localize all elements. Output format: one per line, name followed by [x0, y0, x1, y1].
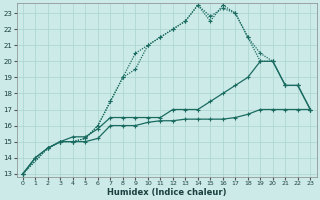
X-axis label: Humidex (Indice chaleur): Humidex (Indice chaleur) — [107, 188, 226, 197]
